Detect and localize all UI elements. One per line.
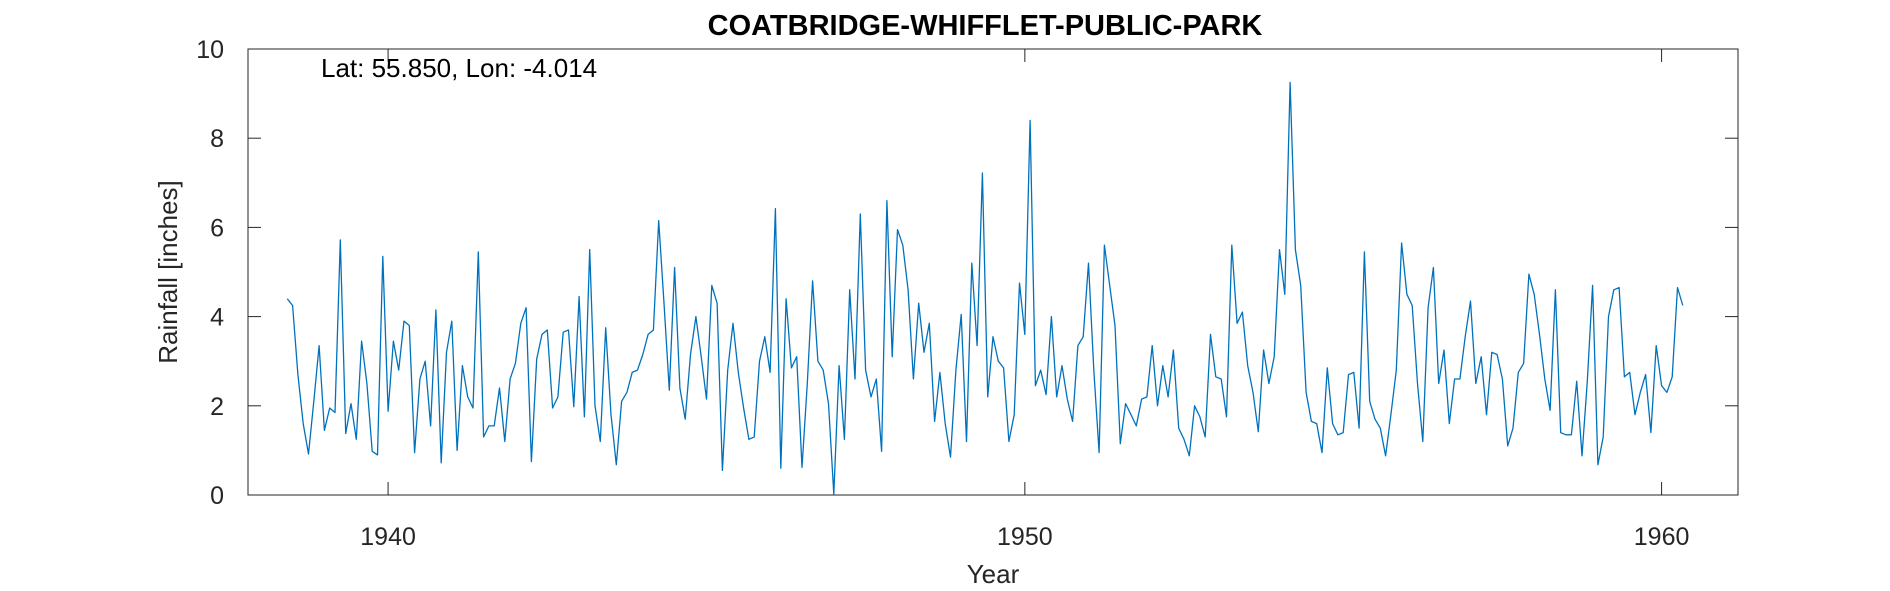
y-tick-label: 0 <box>210 482 224 510</box>
location-annotation: Lat: 55.850, Lon: -4.014 <box>321 53 597 83</box>
y-tick-label: 4 <box>210 304 224 332</box>
y-tick-label: 6 <box>210 214 224 242</box>
y-axis-label: Rainfall [inches] <box>153 180 183 364</box>
y-tick-label: 2 <box>210 393 224 421</box>
rainfall-series-line <box>286 81 1684 495</box>
plot-area <box>247 48 1739 496</box>
tick-labels: 0 2 4 6 8 10 1940 1950 1960 <box>196 36 1689 551</box>
y-tick-label: 8 <box>210 125 224 153</box>
x-tick-label: 1960 <box>1634 523 1690 551</box>
x-tick-label: 1940 <box>360 523 416 551</box>
x-tick-label: 1950 <box>997 523 1053 551</box>
x-axis-label: Year <box>967 559 1020 589</box>
chart-title: COATBRIDGE-WHIFFLET-PUBLIC-PARK <box>708 10 1263 42</box>
y-tick-label: 10 <box>196 36 224 64</box>
axis-ticks <box>248 48 1738 496</box>
series-group <box>286 81 1684 495</box>
